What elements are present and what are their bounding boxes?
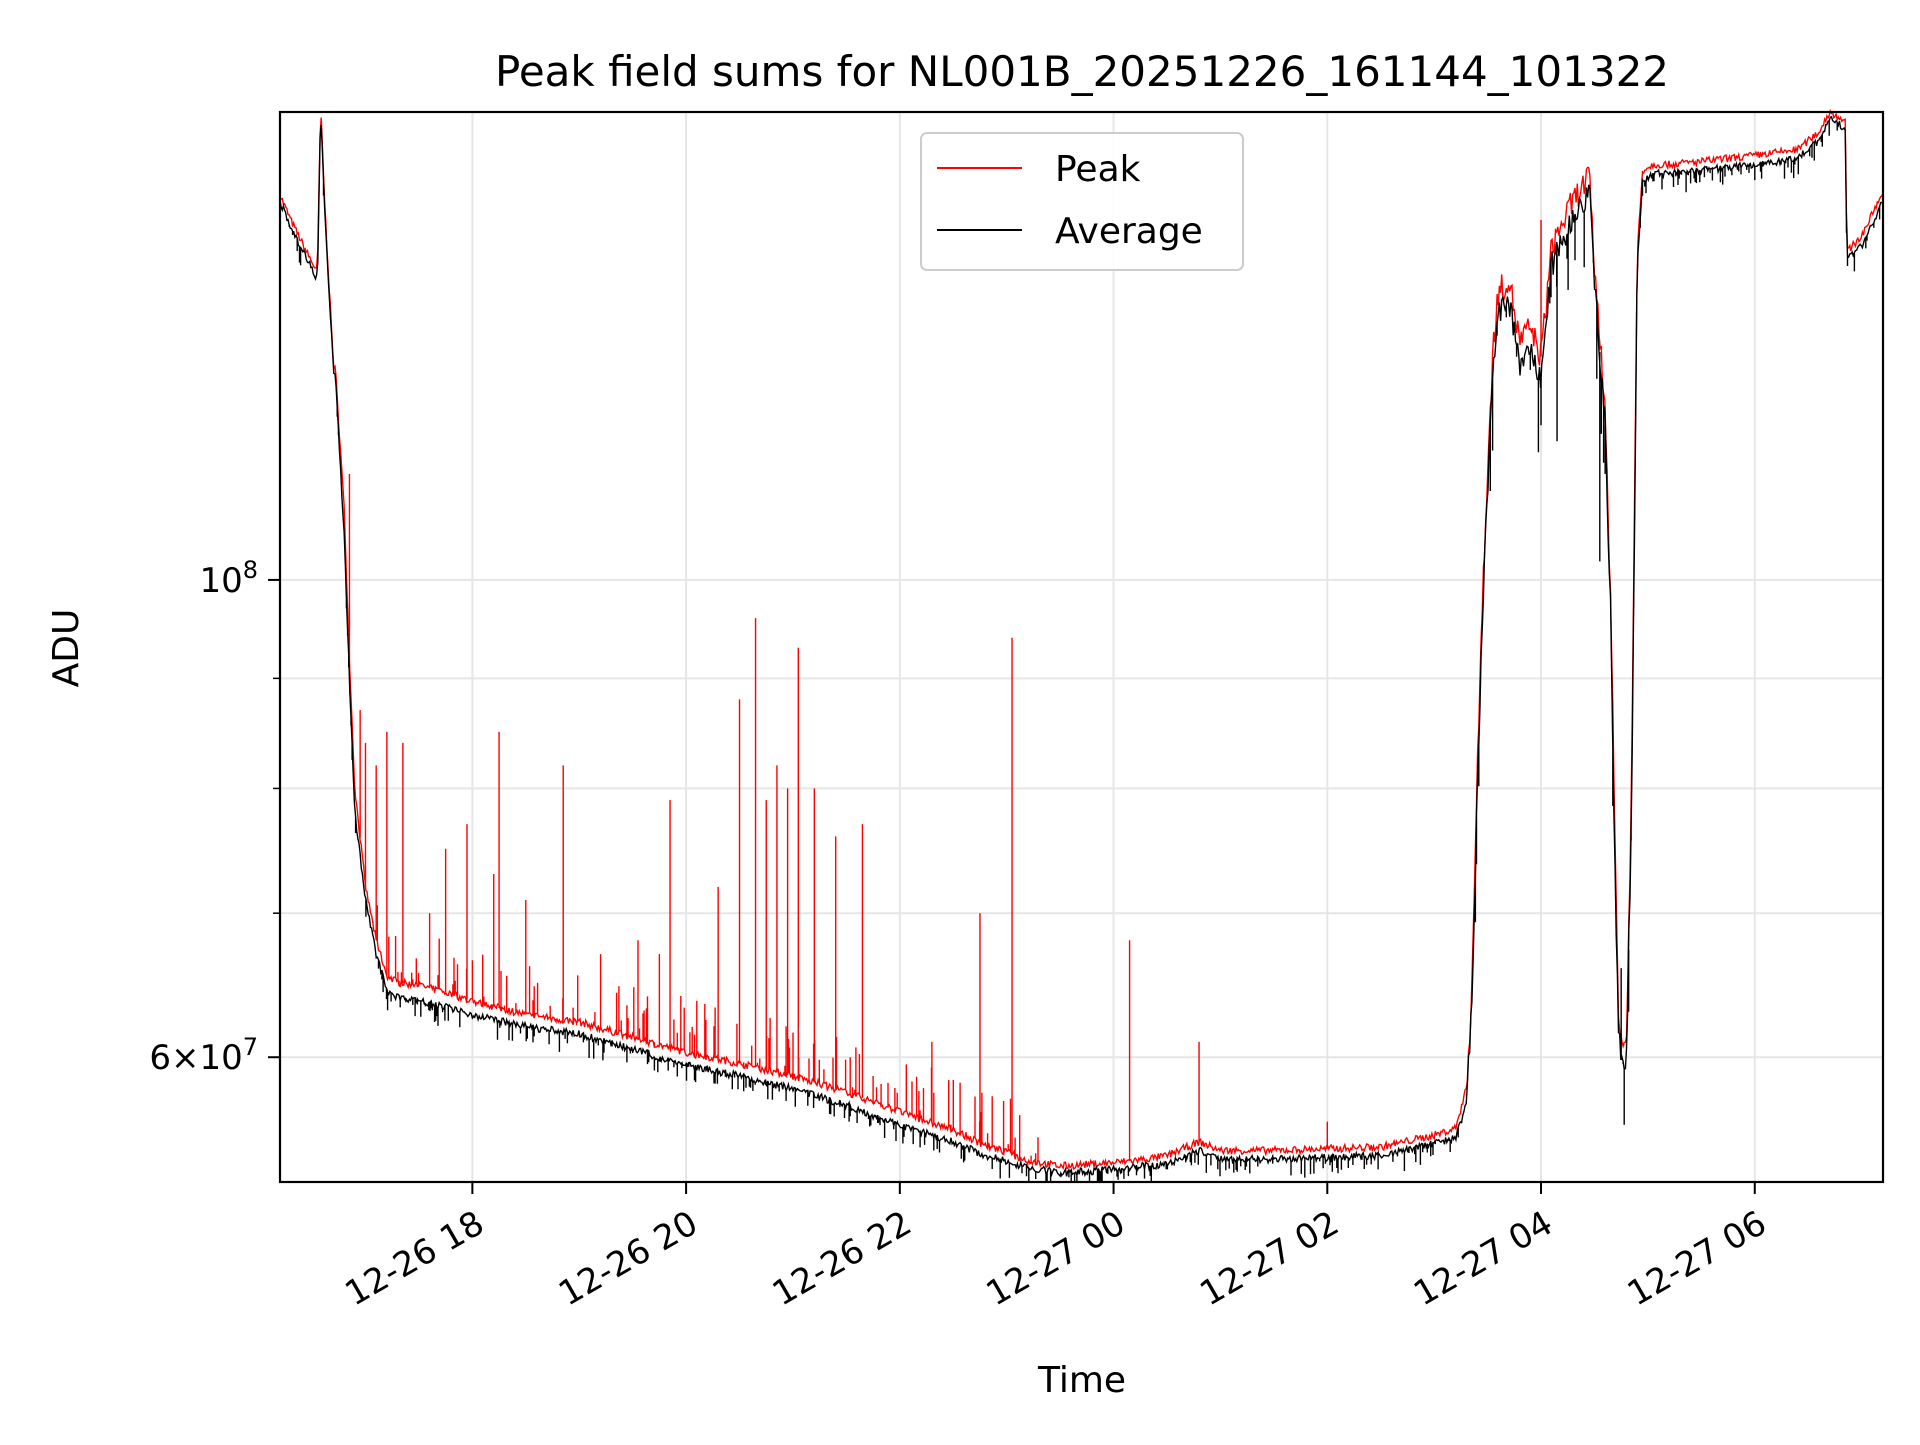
legend-label-peak: Peak [1055, 149, 1141, 190]
y-tick-label: 108 [199, 556, 258, 601]
plot-frame [278, 110, 1885, 1184]
legend-label-average: Average [1055, 211, 1203, 252]
y-axis-label: ADU [46, 609, 87, 688]
chart-title: Peak field sums for NL001B_20251226_1611… [495, 47, 1669, 96]
y-tick-label: 6×107 [149, 1033, 258, 1078]
grid-layer [280, 112, 1883, 1182]
legend: Peak Average [920, 132, 1244, 271]
series-line-average [279, 116, 1884, 1182]
x-axis-label: Time [1037, 1360, 1126, 1401]
series-line-peak [279, 108, 1884, 1170]
series-layer [279, 108, 1884, 1182]
